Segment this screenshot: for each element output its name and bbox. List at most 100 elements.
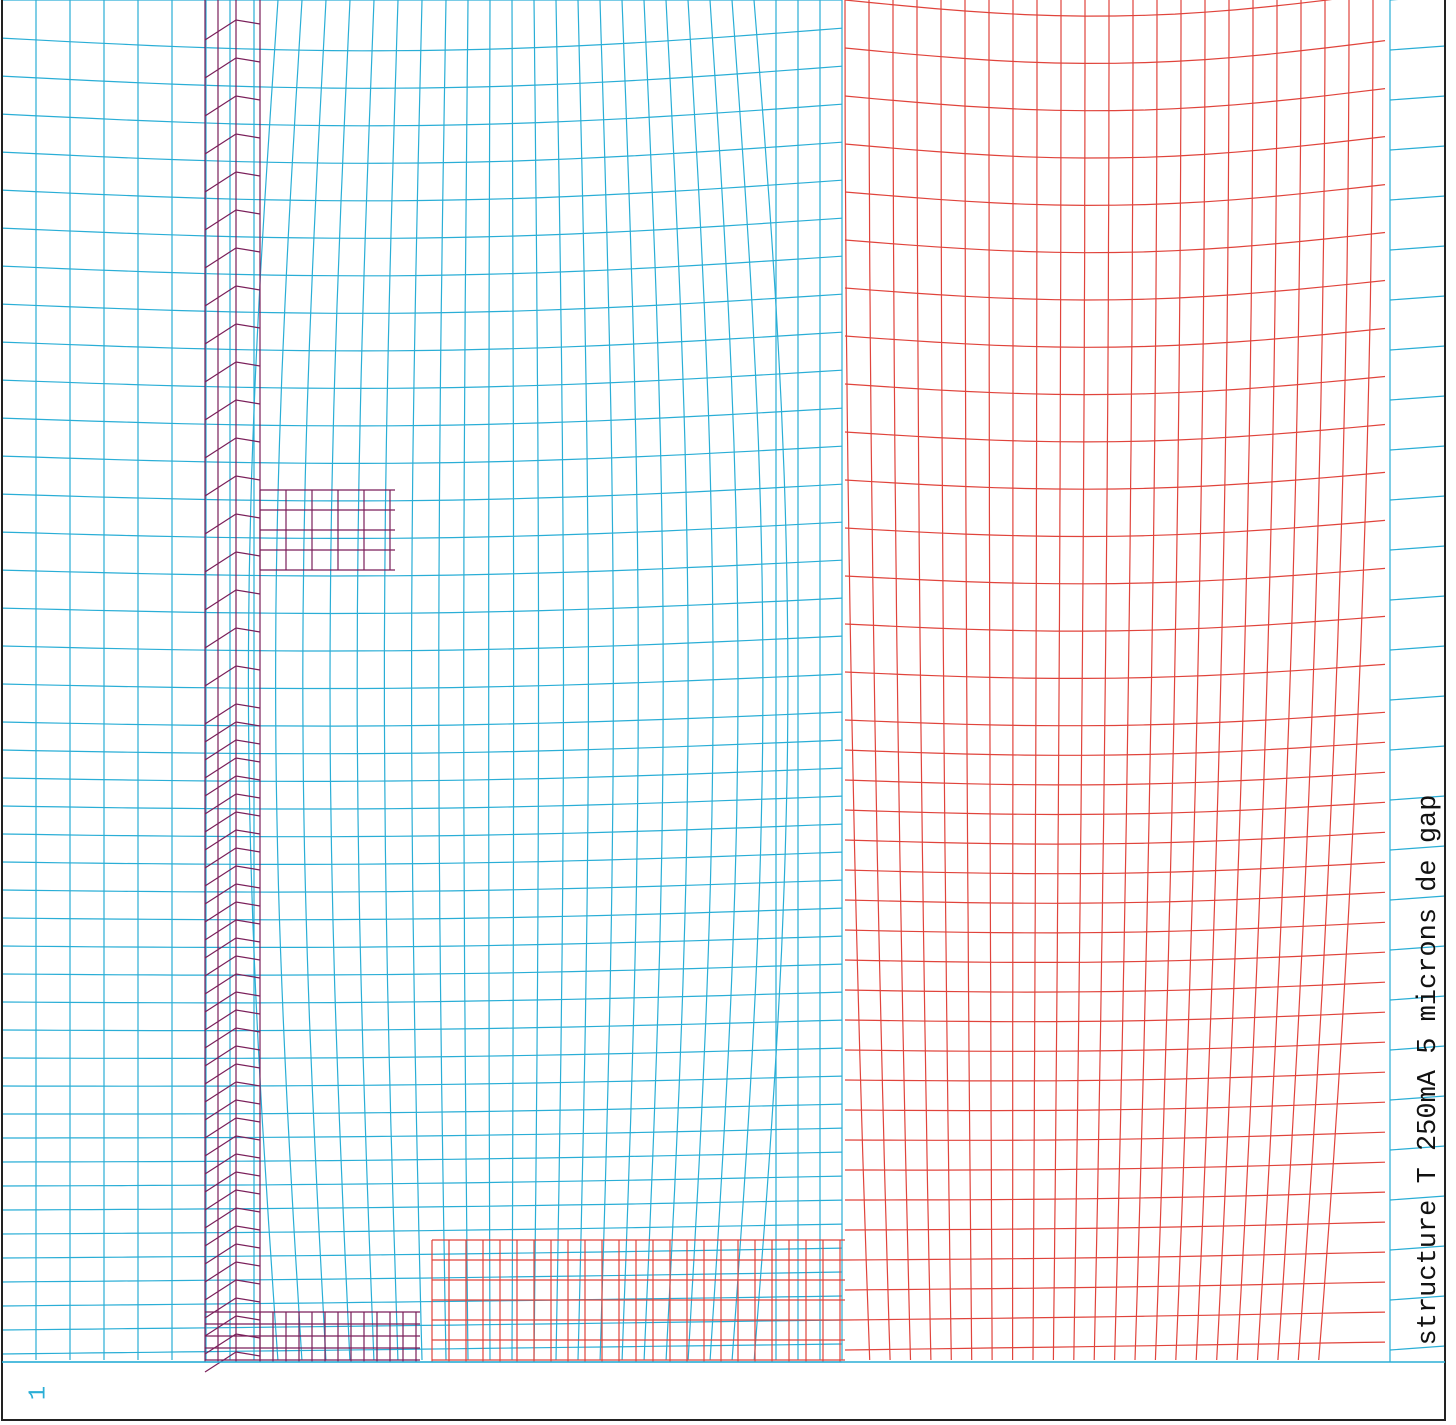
mesh-line bbox=[844, 663, 1386, 680]
mesh-line bbox=[1, 991, 843, 1004]
mesh-line bbox=[329, 0, 351, 1361]
mesh-line bbox=[1389, 395, 1446, 401]
mesh-line bbox=[204, 665, 261, 687]
mesh-line bbox=[940, 0, 952, 1361]
mesh-line bbox=[844, 1281, 1386, 1291]
mesh-line bbox=[204, 757, 261, 779]
mesh-line bbox=[1389, 845, 1446, 851]
mesh-line bbox=[1389, 445, 1446, 451]
mesh-line bbox=[1389, 545, 1446, 551]
mesh-line bbox=[844, 1011, 1386, 1023]
mesh-line bbox=[1389, 295, 1446, 301]
mesh-line bbox=[1, 1319, 843, 1331]
mesh-line bbox=[844, 801, 1386, 816]
mesh-line bbox=[1, 1271, 843, 1283]
mesh-line bbox=[488, 0, 491, 1361]
mesh-line bbox=[1, 907, 843, 921]
mesh-line bbox=[844, 1251, 1386, 1261]
mesh-line bbox=[1236, 0, 1278, 1361]
mesh-line bbox=[1389, 995, 1446, 1001]
mesh-line bbox=[1256, 0, 1302, 1361]
mesh-line bbox=[204, 793, 261, 815]
mesh-line bbox=[204, 1171, 261, 1193]
mesh-line bbox=[1, 331, 843, 352]
mesh-line bbox=[204, 437, 261, 459]
mesh-line bbox=[204, 1297, 261, 1319]
mesh-line bbox=[1389, 595, 1446, 601]
mesh-line bbox=[709, 0, 739, 1361]
mesh-line bbox=[1, 795, 843, 810]
mesh-line bbox=[204, 901, 261, 923]
mesh-line bbox=[1389, 45, 1446, 51]
mesh-line bbox=[731, 0, 764, 1361]
mesh-line bbox=[844, 831, 1386, 845]
mesh-line bbox=[916, 0, 932, 1361]
mesh-line bbox=[844, 136, 1386, 159]
mesh-line bbox=[844, 375, 1386, 396]
mesh-line bbox=[204, 475, 261, 497]
mesh-line bbox=[204, 1063, 261, 1085]
mesh-line bbox=[1216, 0, 1254, 1361]
mesh-line bbox=[1, 559, 843, 577]
mesh-line bbox=[1389, 95, 1446, 101]
mesh-line bbox=[844, 891, 1386, 904]
mesh-line bbox=[204, 1009, 261, 1031]
mesh-line bbox=[1093, 0, 1110, 1361]
mesh-line bbox=[964, 0, 973, 1361]
mesh-line bbox=[844, 88, 1386, 112]
mesh-line bbox=[1, 1199, 843, 1211]
mesh-line bbox=[302, 0, 327, 1361]
mesh-line bbox=[1, 711, 843, 727]
mesh-line bbox=[204, 1351, 261, 1373]
mesh-line bbox=[1, 445, 843, 464]
mesh-line bbox=[844, 615, 1386, 632]
mesh-line bbox=[665, 0, 689, 1361]
mesh-line bbox=[204, 775, 261, 797]
mesh-line bbox=[868, 0, 891, 1361]
mesh-line bbox=[204, 1261, 261, 1283]
mesh-line bbox=[383, 0, 399, 1361]
mesh-line bbox=[892, 0, 912, 1361]
mesh-line bbox=[204, 1027, 261, 1049]
mesh-line bbox=[204, 991, 261, 1013]
mesh-line bbox=[204, 937, 261, 959]
mesh-line bbox=[1, 65, 843, 89]
mesh-line bbox=[1, 255, 843, 277]
mesh-line bbox=[1175, 0, 1206, 1361]
mesh-line bbox=[204, 57, 261, 79]
mesh-line bbox=[2, 1127, 843, 1139]
caption: structure T 250mA 5 microns de gap bbox=[1414, 795, 1444, 1346]
mesh-line bbox=[1, 1343, 843, 1355]
mesh-line bbox=[1073, 0, 1086, 1361]
mesh-line bbox=[204, 627, 261, 649]
mesh-line bbox=[1277, 0, 1326, 1361]
mesh-line bbox=[1389, 1145, 1446, 1151]
mesh-line bbox=[1195, 0, 1230, 1361]
mesh-line bbox=[1389, 1095, 1446, 1101]
mesh-line bbox=[1032, 0, 1038, 1361]
mesh-line bbox=[204, 973, 261, 995]
mesh-line bbox=[204, 209, 261, 231]
mesh-line bbox=[844, 0, 871, 1361]
mesh-line bbox=[1, 217, 843, 239]
mesh-line bbox=[1, 879, 843, 893]
mesh-line bbox=[844, 1041, 1386, 1052]
mesh-line bbox=[1, 521, 843, 540]
mesh-line bbox=[1, 767, 843, 783]
mesh-line bbox=[204, 133, 261, 155]
mesh-line bbox=[1389, 1345, 1446, 1351]
mesh-line bbox=[1134, 0, 1158, 1361]
mesh-line bbox=[204, 1243, 261, 1265]
mesh-line bbox=[204, 171, 261, 193]
mesh-line bbox=[845, 1161, 1386, 1171]
mesh-line bbox=[204, 739, 261, 761]
mesh-line bbox=[844, 711, 1386, 727]
mesh-line bbox=[1, 141, 843, 164]
red-mesh bbox=[431, 0, 1386, 1362]
mesh-line bbox=[204, 1225, 261, 1247]
mesh-line bbox=[204, 811, 261, 833]
mesh-line bbox=[1, 369, 843, 389]
mesh-line bbox=[1, 1247, 843, 1259]
